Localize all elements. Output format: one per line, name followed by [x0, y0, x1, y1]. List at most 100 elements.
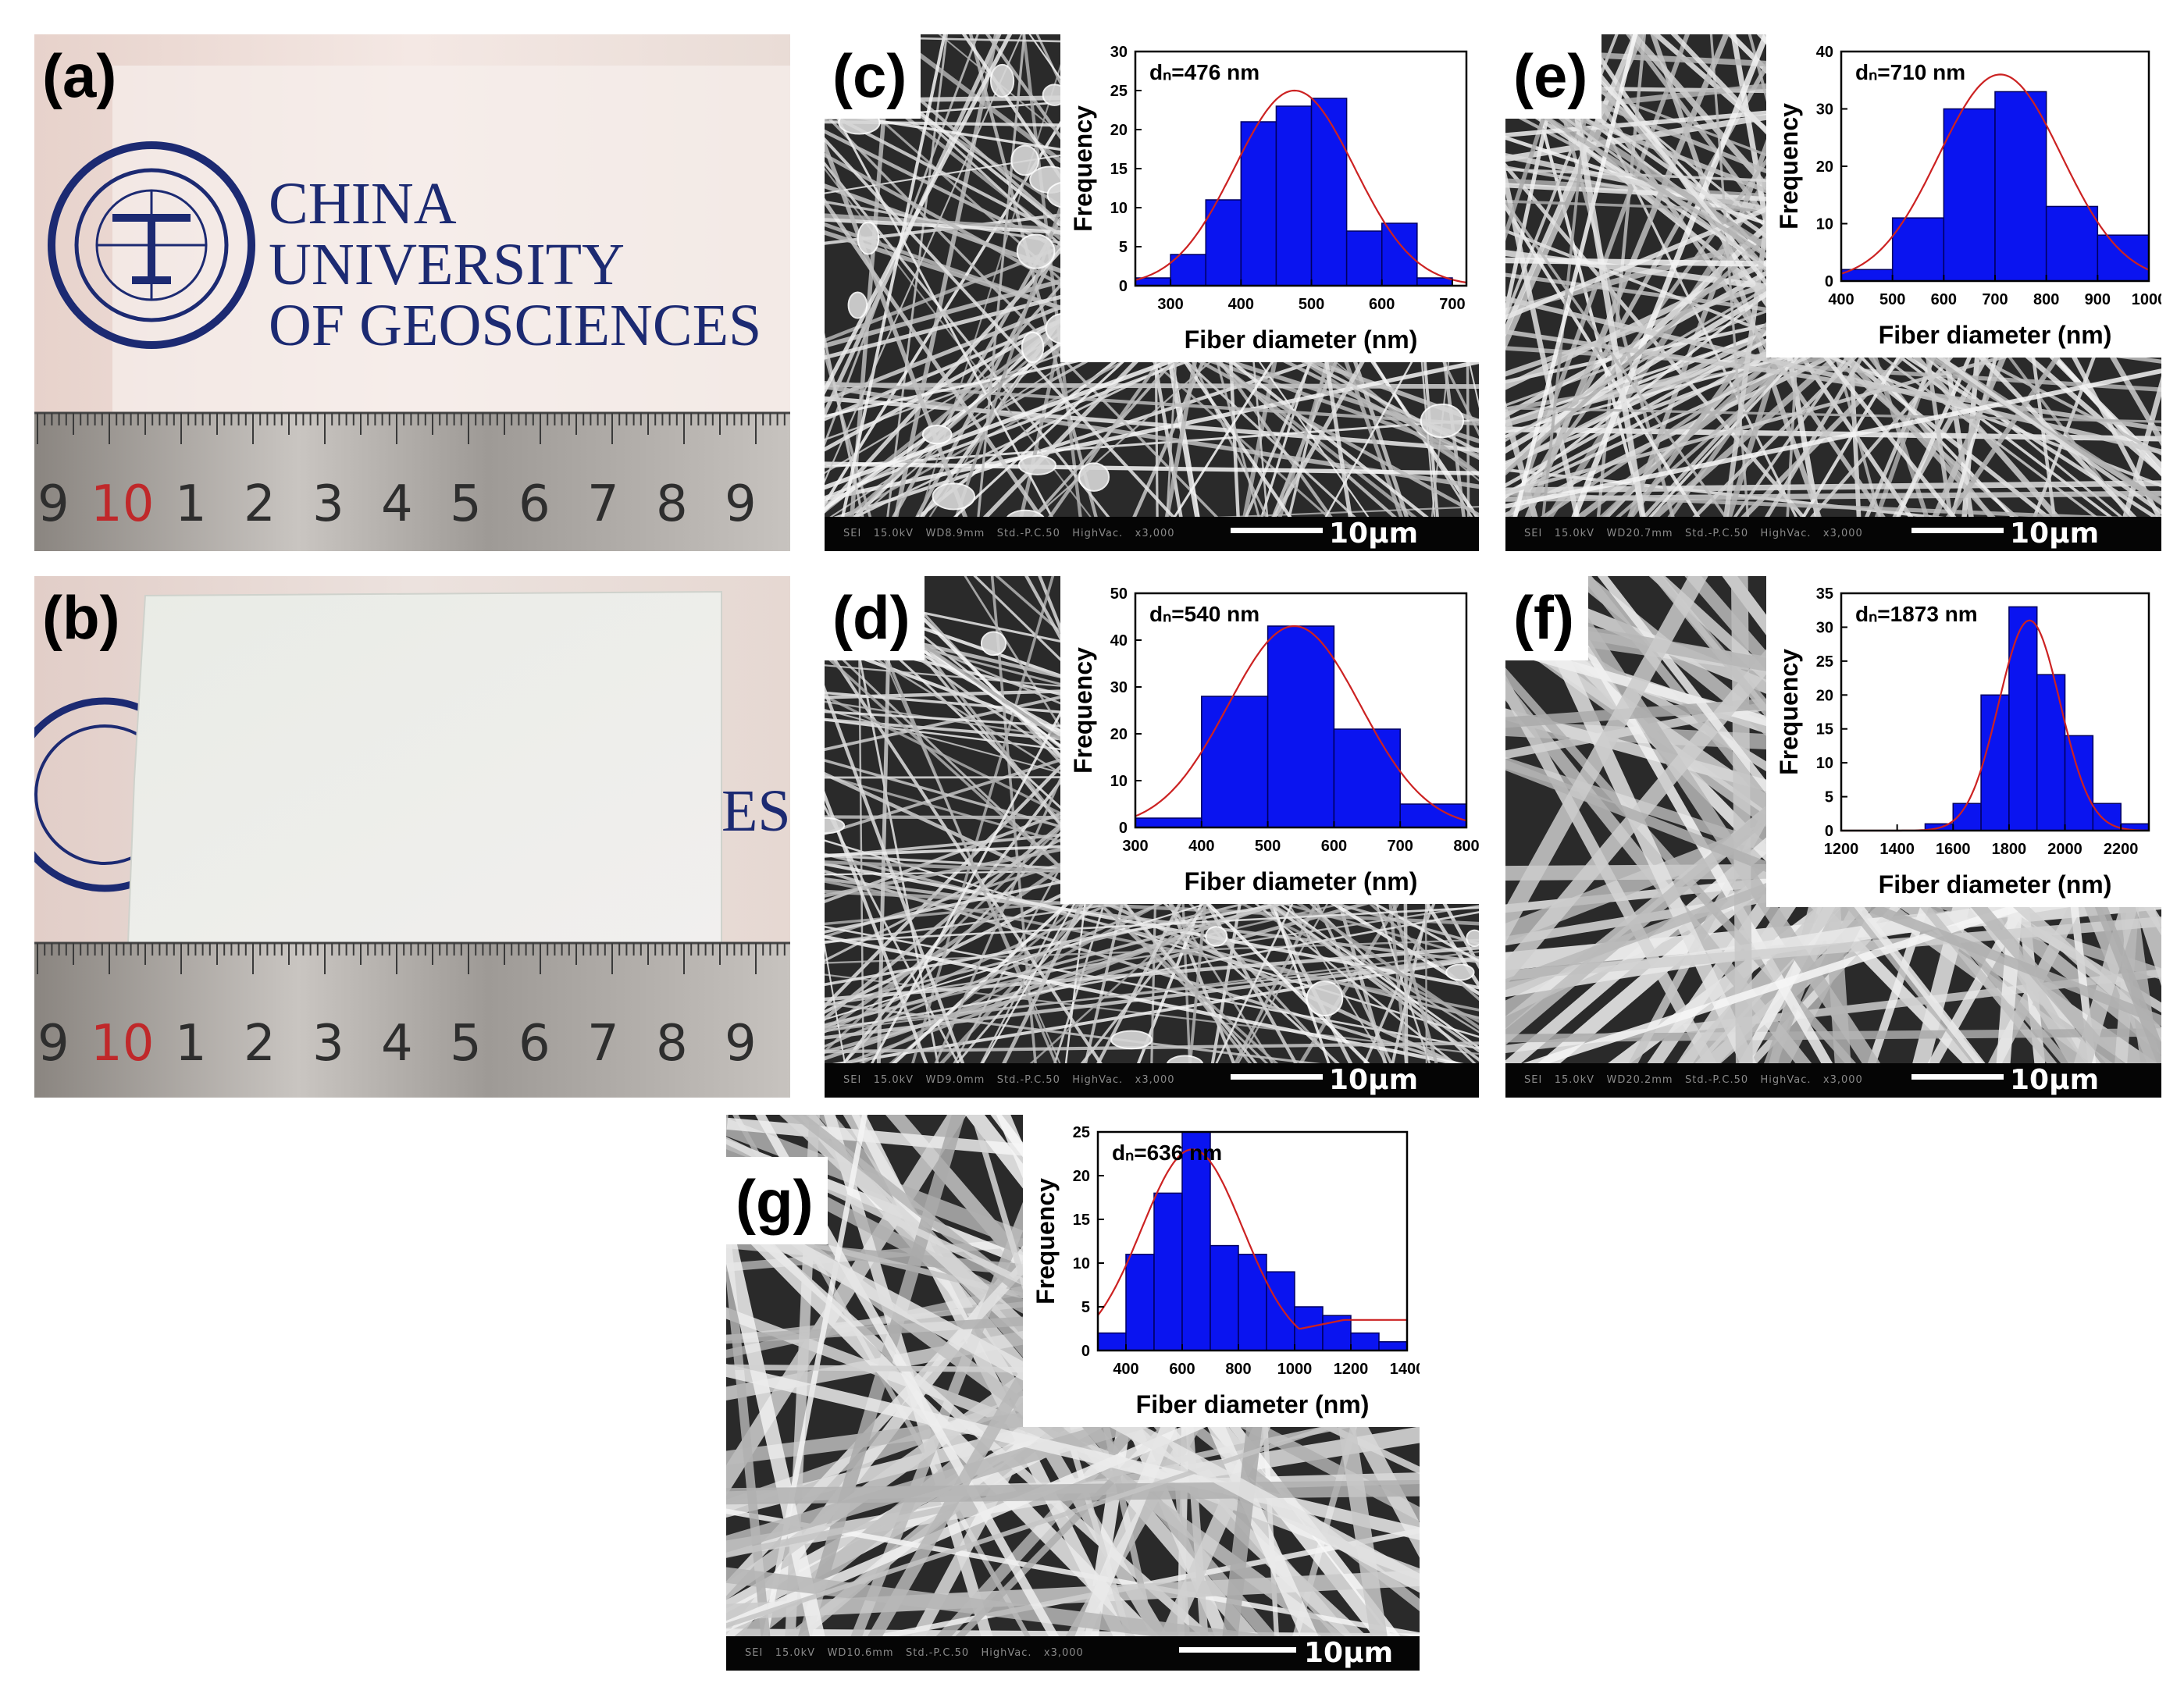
sem-info-bar-f: SEI 15.0kV WD20.2mm Std.-P.C.50 HighVac.… [1505, 1063, 2161, 1098]
x-tick-label: 1800 [1992, 841, 2027, 858]
ruler-number: 5 [450, 475, 482, 533]
x-tick-label: 1000 [2132, 291, 2161, 308]
mean-diameter-annotation: dₙ=710 nm [1855, 60, 1965, 84]
mean-diameter-annotation: dₙ=476 nm [1149, 60, 1259, 84]
y-tick-label: 10 [1816, 216, 1833, 233]
histogram-bar [1181, 1131, 1211, 1351]
sem-info-bar-d: SEI 15.0kV WD9.0mm Std.-P.C.50 HighVac. … [825, 1063, 1479, 1098]
x-axis-label: Fiber diameter (nm) [1879, 321, 2112, 349]
y-tick-label: 35 [1816, 585, 1833, 603]
ruler-number: 7 [587, 1015, 619, 1073]
x-tick-label: 700 [1982, 291, 2008, 308]
y-tick-label: 30 [1816, 101, 1833, 119]
mean-diameter-annotation: dₙ=636 nm [1112, 1141, 1222, 1165]
ruler-numbers-b: 9 10 1 2 3 4 5 6 7 8 9 [34, 1015, 790, 1077]
x-tick-label: 400 [1828, 291, 1854, 308]
x-axis-label: Fiber diameter (nm) [1185, 326, 1418, 354]
x-axis-label: Fiber diameter (nm) [1136, 1390, 1370, 1418]
sem-scale-bar-g [1179, 1647, 1296, 1653]
x-axis-label: Fiber diameter (nm) [1879, 870, 2112, 899]
y-tick-label: 20 [1073, 1168, 1090, 1185]
y-tick-label: 30 [1110, 44, 1128, 61]
panel-label-g: (g) [726, 1157, 828, 1244]
gaussian-fit-line [1840, 73, 2150, 275]
panel-label-f: (f) [1505, 576, 1588, 660]
ruler-number: 9 [725, 1015, 757, 1073]
ruler-number: 9 [37, 1015, 69, 1073]
gaussian-fit-line [1135, 89, 1467, 283]
ruler-number: 3 [312, 1015, 344, 1073]
x-tick-label: 2000 [2047, 841, 2082, 858]
sem-image-e: 400 500 600 700 800 900 1000 0 10 20 30 40 Fiber dia… [1505, 34, 2161, 551]
histogram-bars [1840, 91, 2150, 282]
ruler-number: 2 [244, 475, 276, 533]
mean-diameter-annotation: dₙ=540 nm [1149, 602, 1259, 626]
histogram-bar [1310, 98, 1348, 286]
x-tick-label: 300 [1157, 296, 1183, 313]
histogram-bar [1153, 1192, 1183, 1351]
y-axis-label: Frequency [1775, 649, 1803, 775]
histogram-bar [2064, 735, 2094, 831]
x-tick-label: 300 [1122, 838, 1148, 855]
panel-label-d: (d) [825, 576, 925, 660]
x-axis-label: Fiber diameter (nm) [1185, 867, 1418, 895]
y-tick-label: 25 [1073, 1124, 1090, 1141]
ruler-number: 1 [175, 1015, 207, 1073]
histogram-bar [1275, 105, 1313, 286]
x-tick-label: 1000 [1277, 1361, 1313, 1378]
plot-frame [1840, 592, 2150, 832]
x-tick-label: 400 [1188, 838, 1214, 855]
x-tick-label: 400 [1113, 1361, 1138, 1378]
y-tick-label: 10 [1110, 773, 1128, 790]
sem-info-bar-g: SEI 15.0kV WD10.6mm Std.-P.C.50 HighVac.… [726, 1636, 1420, 1671]
y-tick-label: 25 [1816, 653, 1833, 671]
panel-label-c: (c) [825, 34, 921, 119]
y-tick-label: 10 [1110, 200, 1128, 217]
histogram-bar [1345, 230, 1383, 286]
histogram-svg: 300 400 500 600 700 0 5 10 15 20 25 30 Fiber diamete… [1069, 44, 1468, 354]
photo-a-background [34, 34, 790, 551]
histogram-bars [1924, 606, 2150, 831]
histogram-bar [1399, 803, 1467, 828]
x-tick-label: 1400 [1390, 1361, 1420, 1378]
histogram-bar [1416, 277, 1453, 286]
y-tick-label: 0 [1081, 1343, 1090, 1360]
ruler-number: 4 [381, 1015, 413, 1073]
histogram-svg: 1200 1400 1600 1800 2000 2200 0 5 10 15 20 25 30 35 Fi… [1775, 585, 2150, 899]
panel-label-b: (b) [42, 583, 120, 652]
y-tick-label: 10 [1816, 755, 1833, 772]
y-tick-label: 0 [1825, 273, 1833, 290]
plot-frame [1134, 592, 1468, 829]
y-axis-label: Frequency [1069, 105, 1097, 232]
histogram-bar [2097, 234, 2150, 282]
y-tick-label: 5 [1119, 239, 1128, 256]
sem-info-bar-c: SEI 15.0kV WD8.9mm Std.-P.C.50 HighVac. … [825, 517, 1479, 551]
x-tick-label: 1400 [1879, 841, 1915, 858]
histogram-bars [1135, 625, 1467, 828]
y-tick-label: 40 [1816, 44, 1833, 61]
ruler-numbers-a: 9 10 1 2 3 4 5 6 7 8 9 [34, 475, 790, 538]
ruler-number: 2 [244, 1015, 276, 1073]
histogram-bar [1205, 199, 1242, 286]
logo-line-3: OF GEOSCIENCES [269, 293, 762, 358]
y-tick-label: 20 [1816, 687, 1833, 704]
y-tick-label: 20 [1110, 122, 1128, 139]
sem-image-d: 300 400 500 600 700 800 0 10 20 30 40 50 Fiber diame… [825, 576, 1479, 1098]
ruler-number: 3 [312, 475, 344, 533]
sem-scale-label-g: 10μm [1304, 1637, 1394, 1669]
y-tick-label: 10 [1073, 1255, 1090, 1272]
x-tick-label: 1600 [1936, 841, 1971, 858]
x-tick-label: 500 [1255, 838, 1281, 855]
histogram-bars [1097, 1131, 1408, 1351]
x-tick-label: 800 [2033, 291, 2059, 308]
histogram-bar [1125, 1254, 1155, 1351]
sem-scale-bar-f [1911, 1074, 2004, 1080]
histogram-bar [1135, 817, 1202, 828]
histogram-bar [1210, 1244, 1239, 1351]
x-tick-label: 600 [1931, 291, 1957, 308]
y-tick-label: 50 [1110, 585, 1128, 603]
university-seal-a [48, 141, 255, 349]
x-tick-label: 400 [1228, 296, 1254, 313]
histogram-bar [1381, 222, 1418, 286]
sem-info-bar-e: SEI 15.0kV WD20.7mm Std.-P.C.50 HighVac.… [1505, 517, 2161, 551]
